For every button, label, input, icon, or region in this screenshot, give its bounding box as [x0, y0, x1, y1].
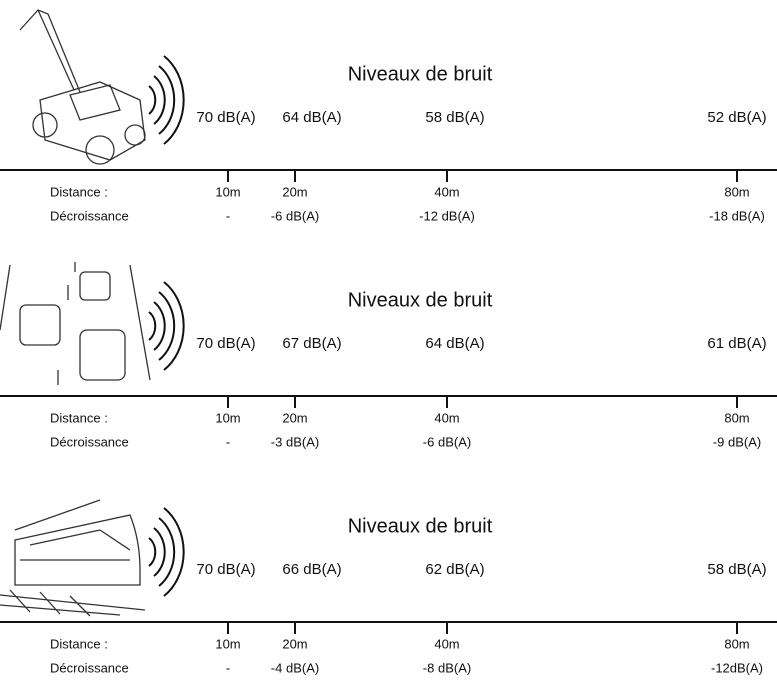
noise-level: 70 dB(A) [196, 561, 255, 578]
noise-level: 62 dB(A) [425, 561, 484, 578]
decay-label: Décroissance [50, 660, 129, 675]
decay: -9 dB(A) [713, 434, 761, 449]
distance-label: Distance : [50, 410, 108, 425]
sound-wave [148, 85, 157, 115]
sound-wave [158, 291, 176, 361]
distance: 40m [434, 410, 459, 425]
panel-title: Niveaux de bruit [348, 63, 493, 85]
train-icon [0, 499, 146, 617]
sound-wave [163, 281, 185, 371]
distance: 80m [724, 636, 749, 651]
distance: 40m [434, 184, 459, 199]
noise-level: 70 dB(A) [196, 109, 255, 126]
distance: 10m [215, 184, 240, 199]
noise-level: 64 dB(A) [282, 109, 341, 126]
distance-label: Distance : [50, 184, 108, 199]
distance-label: Distance : [50, 636, 108, 651]
noise-level: 52 dB(A) [707, 109, 766, 126]
panel-title: Niveaux de bruit [348, 289, 493, 311]
decay: - [226, 434, 230, 449]
decay: -18 dB(A) [709, 208, 765, 223]
decay: - [226, 660, 230, 675]
decay-label: Décroissance [50, 434, 129, 449]
distance: 20m [282, 636, 307, 651]
decay: - [226, 208, 230, 223]
sound-wave [158, 517, 176, 587]
panel-title: Niveaux de bruit [348, 515, 493, 537]
sound-wave [163, 55, 185, 145]
noise-level: 61 dB(A) [707, 335, 766, 352]
noise-level: 67 dB(A) [282, 335, 341, 352]
distance: 10m [215, 410, 240, 425]
sound-wave [153, 75, 166, 125]
noise-level: 70 dB(A) [196, 335, 255, 352]
decay: -12dB(A) [711, 660, 763, 675]
noise-level: 58 dB(A) [707, 561, 766, 578]
decay: -6 dB(A) [423, 434, 471, 449]
sound-wave [153, 527, 166, 577]
distance: 10m [215, 636, 240, 651]
noise-level: 64 dB(A) [425, 335, 484, 352]
distance: 40m [434, 636, 459, 651]
noise-level: 58 dB(A) [425, 109, 484, 126]
decay: -8 dB(A) [423, 660, 471, 675]
lawnmower-icon [19, 9, 146, 165]
distance: 20m [282, 410, 307, 425]
distance: 80m [724, 410, 749, 425]
decay-label: Décroissance [50, 208, 129, 223]
decay: -12 dB(A) [419, 208, 475, 223]
cars-icon [0, 262, 151, 385]
distance: 80m [724, 184, 749, 199]
sound-wave [148, 311, 157, 341]
distance: 20m [282, 184, 307, 199]
noise-level: 66 dB(A) [282, 561, 341, 578]
decay: -3 dB(A) [271, 434, 319, 449]
sound-wave [158, 65, 176, 135]
sound-wave [148, 537, 157, 567]
decay: -4 dB(A) [271, 660, 319, 675]
sound-wave [153, 301, 166, 351]
sound-wave [163, 507, 185, 597]
decay: -6 dB(A) [271, 208, 319, 223]
